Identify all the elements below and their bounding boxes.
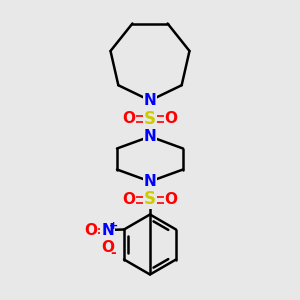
Text: N: N [101, 224, 114, 238]
Text: N: N [144, 93, 156, 108]
Text: O: O [122, 192, 136, 207]
Text: O: O [85, 224, 98, 238]
Text: N: N [144, 129, 156, 144]
Text: O: O [164, 111, 178, 126]
Text: O: O [164, 192, 178, 207]
Text: O: O [101, 240, 114, 255]
Text: -: - [111, 246, 116, 260]
Text: O: O [122, 111, 136, 126]
Text: S: S [144, 190, 156, 208]
Text: S: S [144, 110, 156, 128]
Text: N: N [144, 174, 156, 189]
Text: +: + [109, 220, 118, 231]
